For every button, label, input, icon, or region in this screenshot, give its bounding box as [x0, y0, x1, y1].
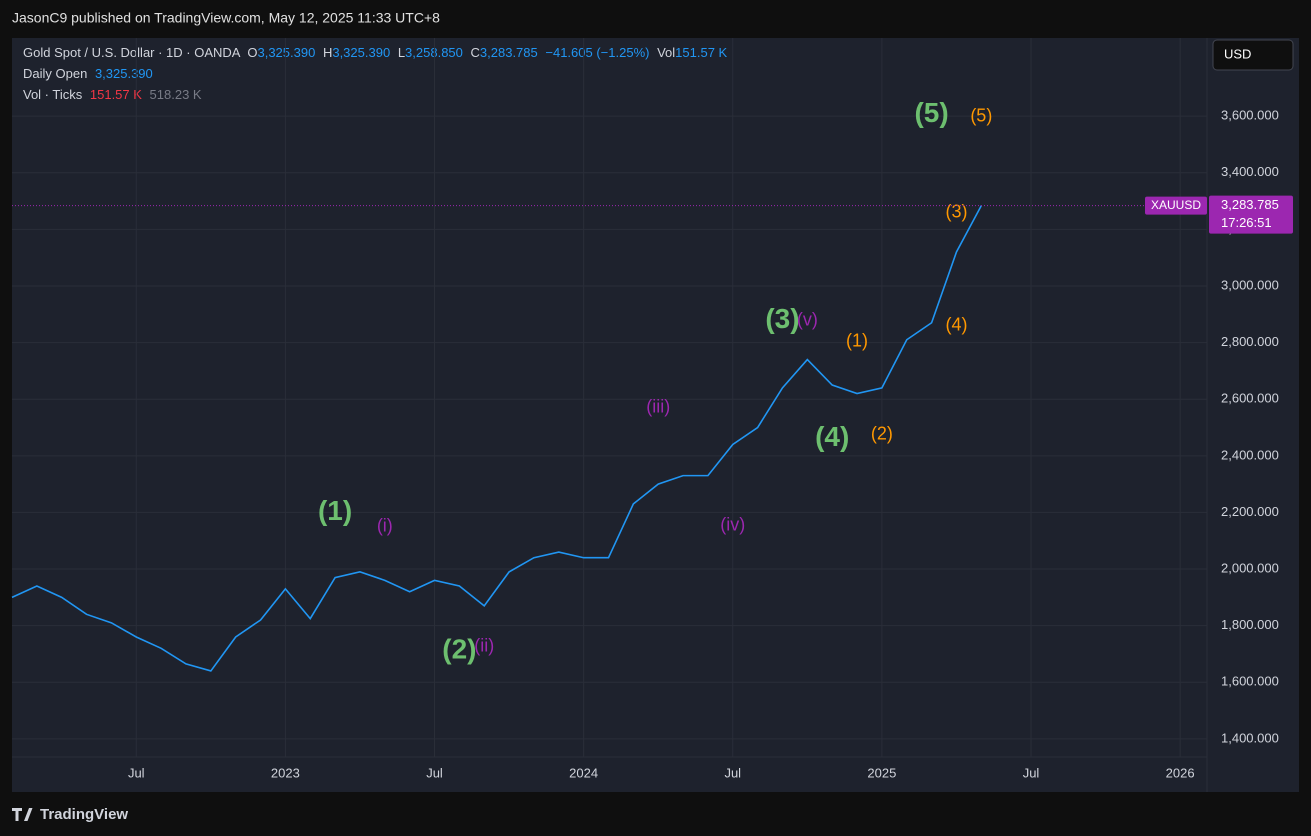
high: 3,325.390 — [332, 45, 390, 60]
x-tick-label: 2025 — [867, 765, 896, 780]
currency-label[interactable]: USD — [1224, 46, 1251, 61]
open: 3,325.390 — [257, 45, 315, 60]
h-label: H — [323, 45, 332, 60]
grid — [12, 38, 1207, 757]
daily-open: 3,325.390 — [95, 66, 153, 81]
vol-label: Vol — [657, 45, 675, 60]
x-tick-label: 2026 — [1166, 765, 1195, 780]
ticks-label: Vol · Ticks — [23, 87, 83, 102]
ticks-count: 518.23 K — [150, 87, 202, 102]
wave-label: (iii) — [646, 396, 670, 416]
symbol: Gold Spot / U.S. Dollar · 1D · OANDA — [23, 45, 241, 60]
y-tick-label: 3,000.000 — [1221, 277, 1279, 292]
vol: 151.57 K — [675, 45, 727, 60]
x-tick-label: Jul — [426, 765, 443, 780]
logo-mark — [12, 808, 33, 821]
y-tick-label: 3,600.000 — [1221, 108, 1279, 123]
price-tag-label: 3,283.785 — [1221, 197, 1279, 212]
chart-panel — [12, 38, 1299, 792]
countdown: 17:26:51 — [1221, 215, 1272, 230]
y-tick-label: 3,400.000 — [1221, 164, 1279, 179]
wave-label: (2) — [871, 424, 893, 444]
y-tick-label: 2,200.000 — [1221, 504, 1279, 519]
y-tick-label: 1,400.000 — [1221, 730, 1279, 745]
x-tick-label: 2023 — [271, 765, 300, 780]
x-tick-label: Jul — [1023, 765, 1040, 780]
price-line — [11, 205, 983, 672]
currency-button[interactable] — [1212, 39, 1294, 71]
wave-label: (i) — [377, 515, 393, 535]
legend-line: Gold Spot / U.S. Dollar · 1D · OANDA O3,… — [23, 45, 728, 60]
wave-label: (1) — [846, 330, 868, 350]
y-tick-label: 2,800.000 — [1221, 334, 1279, 349]
daily-open-line: Daily Open 3,325.390 — [23, 66, 153, 81]
wave-label: (5) — [914, 97, 948, 128]
wave-label: (ii) — [474, 636, 494, 656]
wave-label: (iv) — [720, 514, 745, 534]
y-tick-label: 2,600.000 — [1221, 391, 1279, 406]
x-tick-label: 2024 — [569, 765, 598, 780]
close: 3,283.785 — [480, 45, 538, 60]
x-tick-label: Jul — [128, 765, 145, 780]
wave-label: (3) — [945, 201, 967, 221]
l-label: L — [398, 45, 405, 60]
wave-label: (1) — [318, 495, 352, 526]
symbol-tag-label: XAUUSD — [1151, 198, 1201, 212]
price-tag — [1209, 195, 1293, 234]
y-tick-label: 1,600.000 — [1221, 674, 1279, 689]
o-label: O — [247, 45, 257, 60]
wave-label: (2) — [442, 634, 476, 665]
ticks-line: Vol · Ticks 151.57 K 518.23 K — [23, 87, 202, 102]
symbol-tag — [1145, 196, 1207, 215]
x-tick-label: Jul — [724, 765, 741, 780]
y-tick-label: 2,000.000 — [1221, 560, 1279, 575]
publisher: JasonC9 published on TradingView.com, Ma… — [12, 10, 440, 26]
y-tick-label: 1,800.000 — [1221, 617, 1279, 632]
brand-logo — [12, 808, 33, 821]
wave-label: (3) — [765, 303, 799, 334]
low: 3,258.850 — [405, 45, 463, 60]
ticks-vol: 151.57 K — [90, 87, 142, 102]
wave-label: (v) — [797, 310, 818, 330]
c-label: C — [471, 45, 480, 60]
brand: TradingView — [40, 806, 128, 823]
wave-label: (4) — [945, 314, 967, 334]
daily-open-label: Daily Open — [23, 66, 87, 81]
wave-label: (4) — [815, 421, 849, 452]
change: −41.605 (−1.25%) — [545, 45, 649, 60]
y-tick-label: 2,400.000 — [1221, 447, 1279, 462]
wave-label: (5) — [970, 105, 992, 125]
